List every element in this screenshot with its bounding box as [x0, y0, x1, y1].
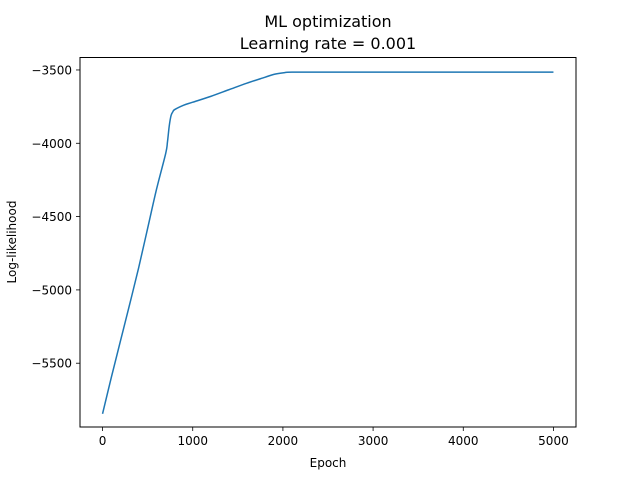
x-tick-label: 0 [99, 434, 107, 448]
y-tick-label: −5500 [31, 357, 72, 371]
y-tick-label: −4500 [31, 210, 72, 224]
axes-frame [79, 57, 577, 428]
x-axis: 0 1000 2000 3000 4000 5000 [99, 427, 569, 448]
y-tick-label: −4000 [31, 137, 72, 151]
plot-area [101, 71, 554, 414]
x-tick-label: 2000 [268, 434, 299, 448]
x-tick-label: 1000 [177, 434, 208, 448]
chart-subtitle: Learning rate = 0.001 [240, 34, 416, 53]
x-axis-label: Epoch [310, 456, 347, 470]
x-tick-label: 3000 [358, 434, 389, 448]
y-tick-label: −5000 [31, 283, 72, 297]
y-axis-label: Log-likelihood [5, 201, 19, 284]
chart-title: ML optimization [264, 12, 391, 31]
series-line-0 [101, 71, 554, 414]
x-tick-label: 4000 [448, 434, 479, 448]
x-tick-label: 5000 [538, 434, 569, 448]
y-axis: −5500 −5000 −4500 −4000 −3500 [31, 63, 80, 371]
y-tick-label: −3500 [31, 63, 72, 77]
